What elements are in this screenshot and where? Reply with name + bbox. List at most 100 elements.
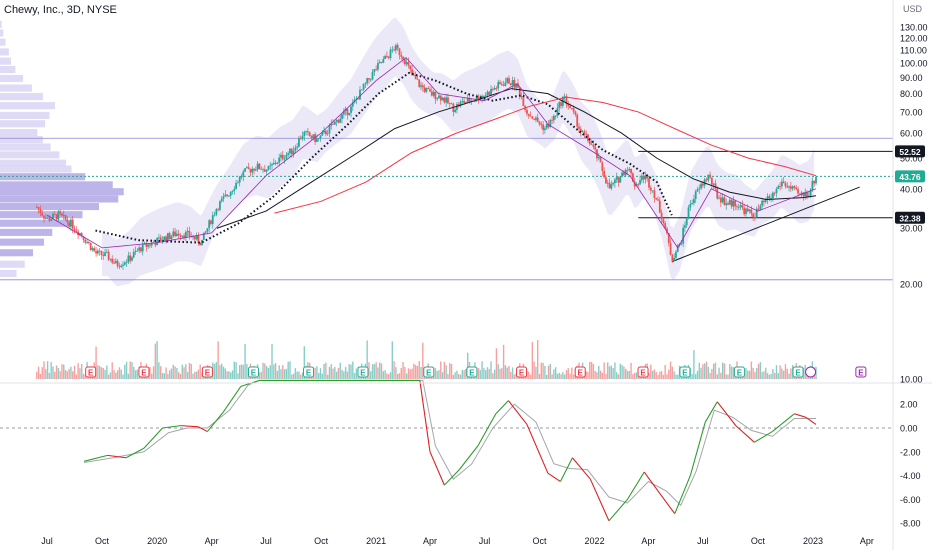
candle-body: [682, 227, 685, 244]
volume-bar: [540, 362, 543, 379]
volume-bar: [664, 364, 666, 379]
volume-bar: [186, 371, 189, 379]
x-tick-label: Apr: [641, 536, 655, 546]
volume-bar: [499, 368, 501, 379]
candle-body: [50, 219, 53, 221]
volume-profile-bar: [0, 203, 99, 211]
volume-bar: [562, 372, 564, 379]
candle-body: [490, 89, 492, 95]
support-trendline: [671, 186, 860, 263]
candle-body: [725, 203, 728, 206]
volume-bar: [486, 367, 489, 379]
candle-body: [590, 144, 593, 145]
volume-profile-bar: [0, 102, 55, 110]
candle-body: [705, 179, 708, 181]
candle-body: [772, 192, 774, 198]
candle-body: [757, 208, 760, 210]
candle-body: [66, 219, 69, 223]
candle-body: [633, 181, 636, 187]
candle-body: [283, 158, 286, 160]
volume-profile-bar: [0, 211, 83, 219]
volume-bar: [64, 369, 67, 379]
earnings-marker: [201, 366, 213, 378]
oscillator-segment: [572, 457, 591, 480]
candle-body: [315, 138, 318, 142]
volume-bar: [752, 367, 754, 379]
volume-bar: [718, 367, 720, 379]
volume-bar: [375, 362, 377, 379]
candle-body: [477, 96, 480, 101]
volume-bar: [283, 369, 286, 379]
volume-bar: [402, 361, 404, 379]
volume-bar: [671, 366, 674, 379]
oscillator-segment: [643, 471, 661, 494]
volume-bar: [82, 373, 85, 379]
candle-body: [664, 223, 667, 229]
candle-body: [619, 176, 622, 183]
candle-body: [430, 91, 433, 96]
candle-body: [321, 132, 324, 136]
candle-body: [465, 101, 467, 104]
volume-bar: [729, 363, 731, 379]
volume-profile-bar: [0, 260, 25, 268]
volume-bar: [571, 367, 573, 379]
candle-body: [531, 116, 534, 119]
candle-body: [269, 165, 272, 167]
volume-bar: [154, 343, 157, 379]
candle-body: [746, 208, 749, 212]
earnings-marker: [516, 366, 528, 378]
volume-bar: [120, 369, 122, 379]
volume-bar: [317, 373, 320, 379]
volume-profile-bar: [0, 143, 51, 151]
volume-bar: [68, 368, 70, 379]
volume-bar: [127, 373, 130, 379]
x-tick-label: Oct: [95, 536, 110, 546]
x-tick-label: Apr: [860, 536, 874, 546]
volume-profile-bar: [0, 159, 66, 167]
candle-body: [775, 188, 778, 194]
candle-body: [684, 225, 686, 228]
candle-body: [418, 79, 421, 87]
volume-bar: [355, 368, 358, 379]
candle-body: [175, 233, 178, 237]
oscillator-segment: [794, 413, 806, 418]
candle-body: [456, 104, 458, 110]
moving-average-line: [216, 88, 817, 229]
volume-bar: [237, 373, 239, 379]
candle-body: [335, 119, 338, 122]
volume-bar: [111, 362, 113, 379]
candle-body: [156, 237, 159, 246]
candle-body: [436, 98, 439, 100]
volume-bar: [484, 370, 487, 379]
volume-bar: [98, 366, 101, 379]
volume-bar: [409, 369, 411, 379]
candle-body: [298, 138, 300, 147]
candle-body: [673, 257, 676, 261]
volume-bar: [314, 367, 316, 379]
volume-bar: [106, 365, 108, 379]
candle-body: [118, 266, 121, 267]
candle-body: [669, 243, 672, 255]
x-tick-label: Jul: [260, 536, 272, 546]
candle-body: [461, 100, 464, 102]
volume-bar: [467, 352, 469, 379]
candle-body: [68, 222, 71, 227]
volume-bar: [553, 369, 555, 379]
volume-bar: [280, 369, 282, 379]
candle-body: [484, 95, 487, 97]
volume-bar: [217, 341, 219, 379]
candle-body: [197, 235, 200, 243]
candle-body: [387, 56, 390, 58]
volume-bar: [77, 363, 79, 379]
volume-bar: [125, 361, 128, 379]
candle-body: [448, 103, 451, 104]
candle-body: [339, 118, 342, 123]
candle-body: [337, 119, 340, 123]
oscillator-tick-label: 0.00: [900, 424, 918, 434]
candle-body: [791, 186, 794, 189]
volume-bar: [560, 374, 562, 379]
candle-body: [743, 207, 746, 215]
volume-bar: [129, 361, 131, 379]
volume-bar: [508, 365, 510, 379]
